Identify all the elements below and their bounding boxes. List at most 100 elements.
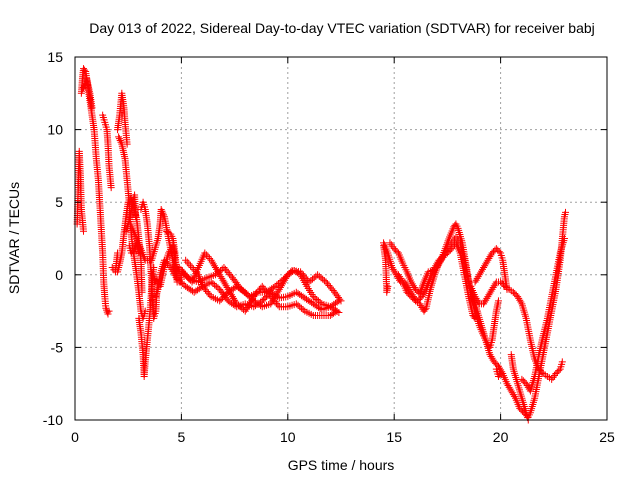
- data-point: [509, 391, 517, 399]
- data-point: [260, 295, 268, 303]
- data-point: [294, 301, 302, 309]
- x-tick-labels: 0 5 10 15 20 25: [71, 429, 615, 445]
- y-tick-labels: -10 -5 0 5 10 15: [43, 49, 63, 428]
- data-point: [491, 280, 499, 288]
- data-point: [178, 280, 186, 288]
- y-tick-label: 15: [47, 49, 63, 65]
- data-point: [159, 209, 167, 217]
- data-point: [158, 207, 166, 215]
- data-point: [481, 298, 489, 306]
- chart-title: Day 013 of 2022, Sidereal Day-to-day VTE…: [89, 20, 595, 36]
- data-point: [217, 266, 225, 274]
- data-point: [107, 184, 115, 192]
- data-point: [243, 303, 251, 311]
- data-point: [185, 260, 193, 268]
- data-point: [186, 262, 194, 270]
- data-point: [115, 133, 123, 141]
- data-point: [480, 264, 488, 272]
- data-point: [211, 264, 219, 272]
- data-point: [413, 287, 421, 295]
- data-point: [311, 294, 319, 302]
- data-point: [231, 296, 239, 304]
- data-point: [284, 271, 292, 279]
- data-point: [116, 136, 124, 144]
- data-point: [317, 274, 325, 282]
- data-point: [483, 258, 491, 266]
- data-point: [507, 387, 515, 395]
- data-point: [503, 380, 511, 388]
- data-point: [298, 270, 306, 278]
- data-point: [201, 249, 209, 257]
- data-point: [271, 293, 279, 301]
- data-point: [287, 268, 295, 276]
- data-point: [273, 289, 281, 297]
- data-point: [162, 258, 170, 266]
- y-tick-label: -5: [51, 339, 64, 355]
- data-point: [239, 287, 247, 295]
- data-point: [165, 249, 173, 257]
- data-point: [315, 272, 323, 280]
- data-point: [505, 383, 513, 391]
- data-point: [160, 211, 168, 219]
- data-point: [179, 269, 187, 277]
- data-point: [175, 264, 183, 272]
- data-point: [560, 235, 568, 242]
- data-point: [480, 300, 488, 308]
- data-point: [285, 269, 293, 277]
- data-point: [488, 354, 496, 362]
- data-point: [240, 288, 248, 296]
- data-point: [202, 251, 210, 259]
- y-axis-label: SDTVAR / TECUs: [6, 182, 22, 294]
- data-point: [271, 282, 279, 290]
- data-point: [519, 377, 527, 385]
- series-track-12: [135, 264, 158, 380]
- data-point: [536, 367, 544, 375]
- data-point: [302, 275, 310, 283]
- data-point: [214, 284, 222, 292]
- data-point: [200, 284, 208, 292]
- data-point: [104, 310, 112, 318]
- data-point: [515, 294, 523, 302]
- data-point: [222, 282, 230, 290]
- data-point: [150, 264, 158, 272]
- data-point: [88, 104, 96, 112]
- data-point: [538, 368, 546, 376]
- data-point: [335, 309, 343, 317]
- data-point: [217, 295, 225, 303]
- data-point: [488, 249, 496, 257]
- data-point: [421, 306, 429, 314]
- data-point: [320, 277, 328, 285]
- data-point: [490, 358, 498, 366]
- data-point: [324, 280, 332, 288]
- data-point: [238, 304, 246, 312]
- data-point: [220, 278, 228, 286]
- data-point: [391, 269, 399, 277]
- data-point: [177, 268, 185, 276]
- data-point: [471, 293, 479, 301]
- x-tick-label: 10: [280, 429, 296, 445]
- data-point: [516, 296, 524, 304]
- data-point: [504, 382, 512, 390]
- data-point: [230, 294, 238, 302]
- data-point: [326, 283, 334, 291]
- data-point: [495, 248, 503, 256]
- axis-ticks: [74, 56, 608, 421]
- data-point: [215, 268, 223, 276]
- data-point: [292, 300, 300, 308]
- data-point: [485, 291, 493, 299]
- y-tick-label: 10: [47, 122, 63, 138]
- data-point: [486, 253, 494, 261]
- x-tick-label: 25: [599, 429, 615, 445]
- data-point: [490, 282, 498, 290]
- data-point: [555, 367, 563, 375]
- series-track-1: [73, 147, 88, 235]
- data-point: [309, 293, 317, 301]
- data-point: [310, 274, 318, 282]
- data-point: [394, 271, 402, 279]
- data-point: [236, 303, 244, 311]
- data-point: [485, 254, 493, 262]
- data-point: [472, 276, 480, 284]
- data-point: [486, 351, 494, 359]
- data-point: [219, 294, 227, 302]
